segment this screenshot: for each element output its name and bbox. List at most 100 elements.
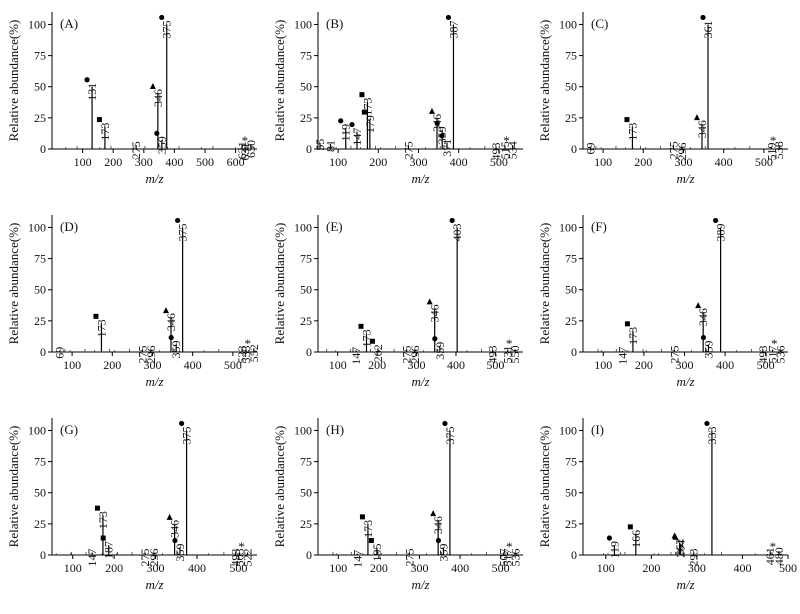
- panel-label: (F): [591, 219, 607, 234]
- star-marker: *: [242, 133, 249, 148]
- x-tick-label: 100: [594, 358, 612, 372]
- peak-label: 69: [53, 347, 67, 359]
- x-axis-title: m/z: [145, 171, 163, 186]
- y-tick-label: 100: [294, 423, 312, 437]
- square-marker: [369, 338, 375, 344]
- peak-label: 387: [446, 20, 460, 38]
- peak-label: 333: [705, 426, 719, 444]
- x-tick-label: 300: [674, 155, 692, 169]
- peak-label: 650: [244, 140, 258, 158]
- peak-label: 480: [772, 547, 786, 565]
- circle-marker: [338, 118, 344, 124]
- x-tick-label: 500: [757, 358, 775, 372]
- x-tick-label: 100: [597, 561, 615, 575]
- x-tick-label: 200: [104, 155, 122, 169]
- peak-label: 375: [160, 20, 174, 38]
- spectrum-panel: 0 25 50 75 100 100 200 300 400 500 m/z Relative abu…: [537, 215, 788, 389]
- peak-label: 262: [673, 539, 687, 557]
- spectrum-panel: 0 25 50 75 100 100 200 300 400 500 m/z Relative abu…: [6, 418, 257, 592]
- peak-label: 359: [155, 136, 169, 154]
- x-tick-label: 300: [408, 358, 426, 372]
- peak-label: 275: [135, 346, 149, 364]
- x-tick-label: 100: [64, 561, 82, 575]
- y-axis-title: Relative abundance(%): [272, 20, 287, 142]
- peak-label: 275: [138, 549, 152, 567]
- x-tick-label: 500: [779, 561, 797, 575]
- star-marker: *: [770, 133, 777, 148]
- x-tick-label: 500: [196, 155, 214, 169]
- peak-label: 403: [450, 223, 464, 241]
- square-marker: [368, 538, 374, 544]
- peak-label: 375: [443, 426, 457, 444]
- peak-label: 375: [176, 223, 190, 241]
- y-tick-label: 75: [300, 49, 312, 63]
- y-tick-label: 75: [300, 455, 312, 469]
- y-tick-label: 75: [565, 252, 577, 266]
- x-tick-label: 500: [229, 561, 247, 575]
- y-tick-label: 50: [300, 80, 312, 94]
- peak-label: 275: [667, 346, 681, 364]
- triangle-marker: [149, 82, 156, 89]
- x-tick-label: 300: [409, 155, 427, 169]
- star-marker: *: [503, 133, 510, 148]
- peak-label: 346: [164, 313, 178, 331]
- peak-label: 187: [102, 541, 116, 559]
- square-marker: [100, 535, 106, 541]
- peak-label: 264: [673, 540, 687, 558]
- peak-label: 147: [349, 347, 363, 365]
- triangle-marker: [693, 114, 700, 121]
- x-axis-title: m/z: [145, 577, 163, 592]
- peak-label: 531: [501, 346, 515, 364]
- peak-label: 55: [313, 139, 327, 151]
- panel-label: (D): [60, 219, 78, 234]
- x-tick-label: 200: [370, 561, 388, 575]
- peak-label: 359: [436, 544, 450, 562]
- square-marker: [627, 524, 633, 530]
- peak-label: 275: [401, 141, 415, 159]
- peak-label: 275: [400, 346, 414, 364]
- peak-label: 346: [168, 520, 182, 538]
- x-tick-label: 600: [227, 155, 245, 169]
- peak-label: 293: [687, 549, 701, 567]
- circle-marker: [84, 77, 90, 83]
- peak-label: 493: [489, 143, 503, 161]
- y-tick-label: 25: [565, 111, 577, 125]
- triangle-marker: [672, 533, 679, 540]
- x-tick-label: 200: [105, 561, 123, 575]
- x-tick-label: 400: [165, 155, 183, 169]
- peak-label: 361: [701, 20, 715, 38]
- peak-label: 461: [763, 547, 777, 565]
- y-tick-label: 25: [34, 517, 46, 531]
- peak-label: 550: [508, 346, 522, 364]
- peak-label: 493: [228, 549, 242, 567]
- circle-marker: [349, 121, 355, 128]
- square-marker: [96, 117, 102, 123]
- x-tick-label: 300: [410, 561, 428, 575]
- peak-label: 179: [363, 115, 377, 133]
- x-tick-label: 500: [486, 358, 504, 372]
- y-tick-label: 25: [300, 314, 312, 328]
- peak-label: 346: [695, 120, 709, 138]
- peak-label: 346: [151, 89, 165, 107]
- peak-label: 538: [772, 141, 786, 159]
- x-axis-title: m/z: [145, 374, 163, 389]
- y-tick-label: 50: [34, 283, 46, 297]
- circle-marker: [168, 334, 174, 341]
- y-tick-label: 0: [306, 548, 312, 562]
- y-axis-title: Relative abundance(%): [6, 426, 21, 548]
- spectrum-panel: 0 25 50 75 100 100 200 300 400 500 m/z Relative abu…: [537, 418, 797, 592]
- circle-marker: [159, 14, 165, 21]
- peak-label: 275: [402, 549, 416, 567]
- star-marker: *: [770, 539, 777, 554]
- y-tick-label: 0: [40, 548, 46, 562]
- star-marker: *: [771, 336, 778, 351]
- peak-label: 202: [371, 344, 385, 362]
- peak-label: 359: [173, 544, 187, 562]
- x-tick-label: 300: [143, 358, 161, 372]
- x-tick-label: 100: [329, 155, 347, 169]
- y-tick-label: 0: [571, 142, 577, 156]
- x-tick-label: 200: [642, 561, 660, 575]
- circle-marker: [154, 130, 160, 136]
- peak-label: 493: [756, 346, 770, 364]
